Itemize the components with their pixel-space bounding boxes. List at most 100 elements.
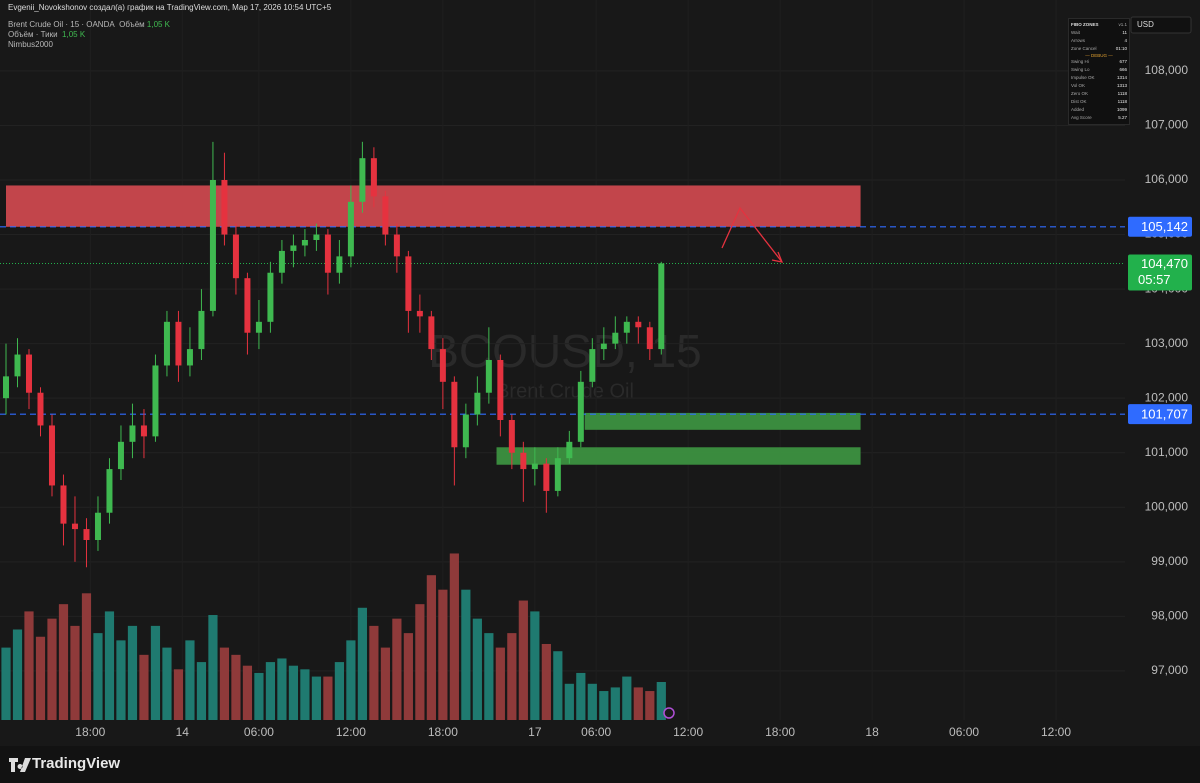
y-tick-label: 106,000	[1145, 172, 1189, 186]
volume-value: 1,05 K	[146, 20, 171, 29]
x-tick-label: 06:00	[949, 725, 979, 739]
candle-body	[37, 392, 44, 426]
volume-bar	[334, 662, 344, 720]
volume-bar	[645, 691, 655, 720]
volume-label: Объём	[119, 20, 145, 29]
fibo-key: Impulse OK	[1071, 75, 1095, 80]
fibo-value: 5.27	[1118, 115, 1127, 120]
volume-bar	[70, 625, 80, 720]
candle-body	[543, 463, 550, 491]
volume-bar	[265, 662, 276, 720]
candle-body	[589, 349, 596, 382]
y-tick-label: 101,000	[1145, 445, 1189, 459]
volume-bar	[185, 640, 195, 720]
watermark-sub: Brent Crude Oil	[496, 380, 634, 402]
candle-body	[531, 463, 538, 470]
volume-bar	[346, 640, 356, 720]
volume-bar	[369, 625, 379, 720]
candle-body	[267, 272, 274, 322]
volume-bar	[507, 633, 517, 720]
fibo-value: 1118	[1117, 99, 1127, 104]
y-tick-label: 108,000	[1145, 63, 1189, 77]
fibo-key: Vol OK	[1071, 83, 1086, 88]
fibo-value: 1314	[1116, 75, 1127, 80]
attribution: Evgenii_Novokshonov создал(а) график на …	[8, 3, 332, 12]
volume-bar	[288, 665, 299, 720]
volume-indicator: Объём · Тики	[8, 30, 58, 39]
countdown: 05:57	[1138, 272, 1171, 287]
volume-line: Объём · Тики 1,05 K	[8, 30, 85, 39]
fibo-row: Avg Score 5.27	[1071, 114, 1127, 122]
fibo-title: FIBO ZONES	[1071, 22, 1099, 27]
y-tick-label: 97,000	[1151, 663, 1188, 677]
event-icon[interactable]	[663, 707, 675, 719]
x-tick-label: 18	[865, 725, 879, 739]
candle-body	[370, 158, 377, 197]
fibo-key: Swing Lo	[1071, 67, 1090, 72]
fibo-row: Zone Cancel 01:10	[1071, 45, 1127, 53]
symbol-line: Brent Crude Oil · 15 · OANDA Объём 1,05 …	[8, 20, 170, 29]
volume-bar	[484, 633, 494, 720]
volume-bar	[104, 611, 115, 720]
candle-body	[83, 529, 90, 540]
x-tick-label: 12:00	[336, 725, 366, 739]
candle-body	[485, 360, 492, 393]
last-price-label: 104,470	[1141, 256, 1188, 271]
candle-body	[232, 234, 239, 279]
candle-body	[117, 441, 124, 470]
volume-bar	[173, 669, 184, 720]
fibo-debug-rows: Swing Hi 677 Swing Lo 666 Impulse OK 1314 Vol …	[1071, 58, 1127, 122]
volume-bar	[587, 683, 597, 720]
candle-body	[60, 485, 67, 524]
candle-body	[209, 180, 216, 311]
x-tick-label: 06:00	[244, 725, 274, 739]
volume-bar	[254, 672, 264, 720]
volume-indicator-value: 1,05 K	[62, 30, 86, 39]
fibo-value: 1099	[1116, 107, 1127, 112]
volume-bar	[495, 647, 505, 720]
candle-body	[129, 425, 136, 442]
candle-body	[14, 354, 21, 377]
fibo-row: Dist OK 1118	[1071, 98, 1127, 106]
volume-bar	[219, 647, 230, 720]
candle-body	[416, 310, 423, 317]
volume-bar	[449, 553, 459, 720]
symbol: Brent Crude Oil · 15 · OANDA	[8, 20, 115, 29]
candle-body	[347, 201, 354, 257]
volume-bar	[127, 625, 138, 720]
y-tick-label: 102,000	[1145, 390, 1189, 404]
volume-bar	[300, 669, 310, 720]
candle-body	[497, 360, 504, 420]
fibo-header: FIBO ZONES v1.1	[1071, 21, 1127, 29]
candle-body	[94, 512, 101, 540]
x-tick-label: 06:00	[581, 725, 611, 739]
candle-body	[635, 321, 642, 328]
fibo-key: Arrows	[1071, 38, 1086, 43]
candle-body	[577, 381, 584, 442]
x-tick-label: 18:00	[765, 725, 795, 739]
candle-body	[152, 365, 159, 437]
volume-bar	[12, 629, 23, 720]
x-tick-label: 18:00	[428, 725, 458, 739]
currency-box[interactable]	[1130, 16, 1192, 34]
y-tick-label: 100,000	[1145, 499, 1189, 513]
volume-bar	[58, 604, 69, 720]
candle-body	[382, 196, 389, 235]
candle-body	[359, 158, 366, 202]
x-tick-label: 14	[176, 725, 190, 739]
fibo-value: 11	[1122, 30, 1127, 35]
y-tick-label: 107,000	[1145, 118, 1189, 132]
fibo-rows: Wait 11 Arrows 4 Zone Cancel 01:10	[1071, 29, 1127, 53]
volume-bar	[472, 618, 482, 720]
volume-bar	[633, 687, 643, 720]
candle-body	[508, 420, 515, 453]
fibo-version: v1.1	[1118, 22, 1127, 27]
fibo-key: Added	[1071, 107, 1085, 112]
candle-body	[658, 263, 665, 350]
volume-bar	[1, 647, 11, 720]
volume-bar	[323, 676, 333, 720]
volume-bar	[564, 683, 574, 720]
arrow-head	[771, 251, 784, 263]
fibo-key: Zone Cancel	[1071, 46, 1097, 51]
volume-bar	[162, 647, 172, 720]
